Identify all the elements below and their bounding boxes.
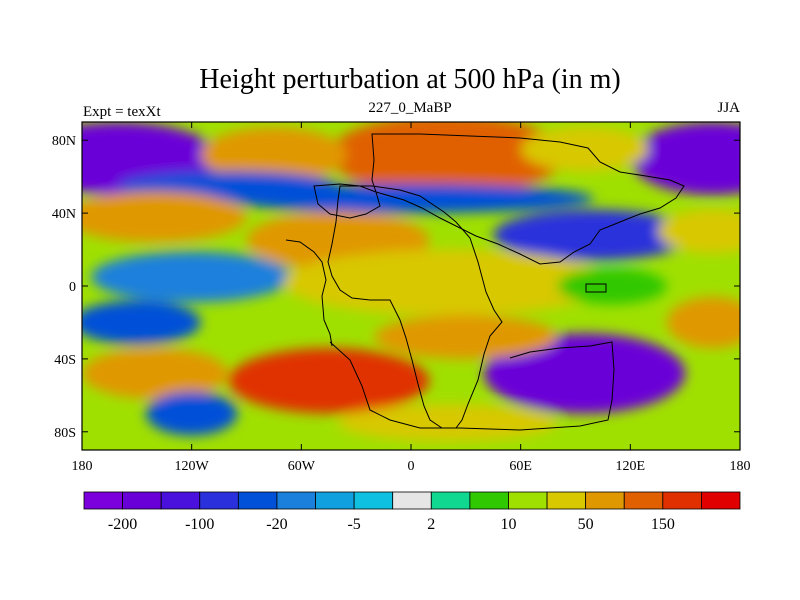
colorbar-swatch (585, 491, 625, 510)
contour-plot-area: 180 120W 60W 0 60E 120E 180 80N 40N 0 40S 80S (52, 121, 751, 474)
y-tick-label: 80N (52, 134, 76, 149)
colorbar-swatch (508, 491, 548, 510)
field-region-7 (82, 191, 247, 243)
field-region-2 (328, 122, 567, 195)
colorbar-swatch (623, 491, 664, 510)
colorbar-label: -200 (108, 516, 137, 533)
experiment-label: Expt = texXt (83, 104, 161, 120)
field-region-14 (82, 300, 201, 345)
america-outline (285, 239, 333, 347)
island-outline (585, 283, 607, 293)
colorbar-swatch (469, 491, 509, 510)
season-label: JJA (717, 100, 740, 116)
field-region-18 (484, 333, 686, 414)
colorbar-swatch (199, 491, 239, 510)
europe-outline (313, 183, 381, 219)
x-tick-label: 120E (616, 459, 646, 474)
colorbar-swatch (276, 491, 316, 510)
colorbar-swatch (315, 491, 355, 510)
eurasia-outline (371, 133, 685, 265)
field-region-13 (557, 267, 667, 305)
colorbar-swatch (430, 491, 471, 510)
colorbar-swatch (701, 491, 741, 510)
x-tick-label: 0 (408, 459, 415, 474)
field-region-21 (337, 404, 558, 441)
colorbar-swatch (662, 491, 702, 510)
colorbar-swatch (392, 491, 432, 510)
field-region-16 (82, 347, 229, 399)
continent-outlines (285, 133, 685, 431)
x-tick-label: 60W (288, 459, 316, 474)
y-tick-label: 40N (52, 207, 76, 222)
plot-title: Height perturbation at 500 hPa (in m) (199, 64, 620, 95)
map-axes: 180 120W 60W 0 60E 120E 180 80N 40N 0 40S 80S (52, 122, 751, 474)
colorbar-swatch (546, 491, 587, 510)
field-region-1 (630, 122, 740, 195)
colorbar: -200 -100 -20 -5 2 10 50 150 (83, 491, 741, 533)
x-tick-label: 180 (72, 459, 93, 474)
colorbar-label: 150 (651, 516, 675, 533)
colorbar-label: -100 (185, 516, 214, 533)
colorbar-swatch (83, 491, 123, 510)
field-region-17 (145, 391, 238, 436)
field-region-12 (283, 249, 613, 316)
field-region-4 (520, 127, 649, 172)
field-region-19 (666, 296, 740, 348)
x-tick-label: 120W (175, 459, 210, 474)
field-region-10 (657, 209, 740, 254)
colorbar-label: -20 (266, 516, 287, 533)
colorbar-label: 50 (578, 516, 594, 533)
y-tick-label: 80S (54, 426, 76, 441)
field-region-11 (91, 251, 293, 303)
colorbar-swatch (353, 491, 394, 510)
colorbar-label: 10 (500, 516, 516, 533)
colorbar-swatch (160, 491, 201, 510)
y-tick-label: 0 (69, 280, 76, 295)
x-tick-label: 60E (509, 459, 532, 474)
x-tick-label: 180 (730, 459, 751, 474)
colorbar-label: 2 (427, 516, 435, 533)
colorbar-swatch (122, 491, 162, 510)
field-region-9 (493, 209, 695, 261)
colorbar-swatch (237, 491, 278, 510)
case-label: 227_0_MaBP (368, 100, 451, 116)
antarctica-outline (329, 341, 615, 431)
field-region-20 (374, 315, 558, 359)
field-region-15 (228, 347, 430, 414)
y-tick-label: 40S (54, 353, 76, 368)
colorbar-label: -5 (347, 516, 360, 533)
field-region-3 (200, 127, 348, 183)
